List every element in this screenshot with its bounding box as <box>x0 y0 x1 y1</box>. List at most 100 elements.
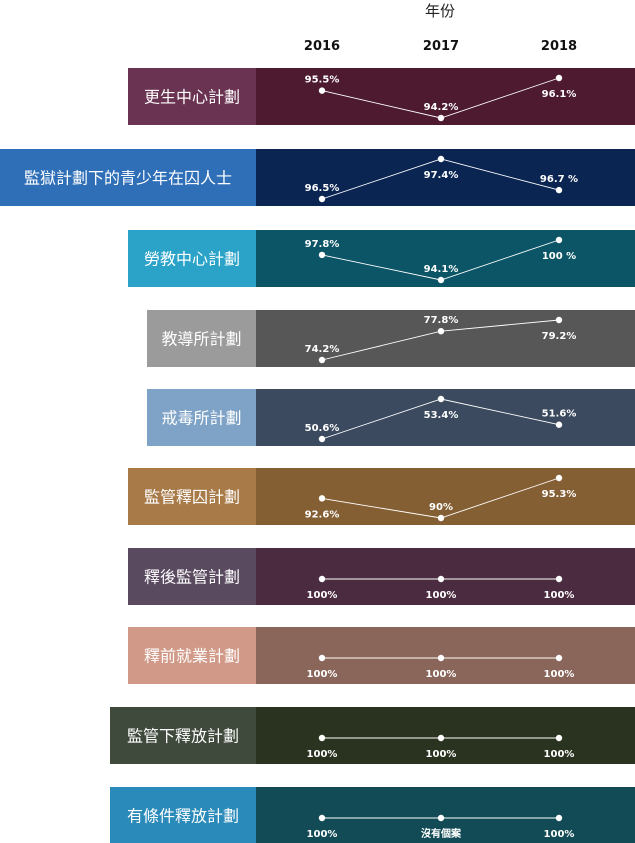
data-point <box>318 814 326 822</box>
data-point <box>437 114 445 122</box>
row-8: 監管下釋放計劃 100% 100% 100% <box>110 707 635 764</box>
data-label: 100% <box>426 749 457 760</box>
data-label: 94.2% <box>424 102 459 113</box>
data-point <box>555 421 563 428</box>
data-point <box>437 575 445 583</box>
data-point <box>555 814 563 822</box>
data-label: 50.6% <box>305 423 340 434</box>
data-label: 96.1% <box>542 89 577 100</box>
data-point <box>437 514 445 522</box>
data-point <box>318 87 326 94</box>
row-band <box>256 548 635 605</box>
row-band <box>256 68 635 125</box>
data-point <box>318 734 326 742</box>
row-label-block <box>0 149 256 206</box>
data-point <box>555 474 563 482</box>
row-label-block <box>110 787 256 843</box>
data-label: 51.6% <box>542 409 577 420</box>
year-label-2016: 2016 <box>304 39 340 54</box>
data-label: 100% <box>544 749 575 760</box>
row-label: 戒毒所計劃 <box>161 409 241 428</box>
data-label: 96.7 % <box>540 174 578 185</box>
data-label: 100% <box>426 590 457 601</box>
data-label: 90% <box>429 502 453 513</box>
data-point <box>555 236 563 244</box>
data-label: 100% <box>544 590 575 601</box>
data-point <box>437 814 445 822</box>
row-label: 釋後監管計劃 <box>144 568 240 587</box>
data-label: 100% <box>544 829 575 840</box>
row-band <box>256 389 635 446</box>
data-point <box>437 395 445 403</box>
row-band <box>256 310 635 367</box>
row-label: 監獄計劃下的青少年在囚人士 <box>24 169 232 188</box>
data-label: 97.4% <box>424 170 459 181</box>
data-label: 94.1% <box>424 264 459 275</box>
data-label: 100% <box>426 669 457 680</box>
data-label: 95.3% <box>542 489 577 500</box>
data-label: 100% <box>544 669 575 680</box>
row-band <box>256 627 635 684</box>
row-label-block <box>110 707 256 764</box>
row-label-block <box>128 230 256 287</box>
data-point <box>555 654 563 662</box>
data-point <box>555 734 563 742</box>
row-2: 勞教中心計劃 97.8% 94.1% 100 % <box>128 230 635 287</box>
row-label: 勞教中心計劃 <box>144 250 240 269</box>
data-point <box>318 356 326 364</box>
row-9: 有條件釋放計劃 100% 沒有個案 100% <box>110 787 635 843</box>
row-label: 更生中心計劃 <box>144 88 240 107</box>
row-7: 釋前就業計劃 100% 100% 100% <box>128 627 635 684</box>
data-label: 沒有個案 <box>421 827 462 840</box>
row-label-block <box>128 627 256 684</box>
row-3: 教導所計劃 74.2% 77.8% 79.2% <box>147 310 635 367</box>
data-label: 96.5% <box>305 183 340 194</box>
data-point <box>318 435 326 443</box>
row-label-block <box>128 468 256 525</box>
row-label-block <box>128 68 256 125</box>
data-label: 79.2% <box>542 331 577 342</box>
data-label: 92.6% <box>305 509 340 520</box>
row-label: 釋前就業計劃 <box>144 647 240 666</box>
data-point <box>318 495 326 502</box>
data-point <box>555 186 563 194</box>
row-6: 釋後監管計劃 100% 100% 100% <box>128 548 635 605</box>
data-label: 100% <box>307 749 338 760</box>
data-point <box>437 734 445 742</box>
data-point <box>437 155 445 163</box>
data-label: 100 % <box>542 251 576 262</box>
row-4: 戒毒所計劃 50.6% 53.4% 51.6% <box>147 389 635 446</box>
data-label: 95.5% <box>305 75 340 86</box>
data-label: 97.8% <box>305 239 340 250</box>
year-label-2018: 2018 <box>541 39 577 54</box>
data-point <box>318 575 326 583</box>
year-label-2017: 2017 <box>423 39 459 54</box>
data-point <box>555 74 563 82</box>
row-0: 更生中心計劃 95.5% 94.2% 96.1% <box>128 68 635 125</box>
row-band <box>256 230 635 287</box>
row-band <box>256 468 635 525</box>
row-label-block <box>147 310 256 367</box>
row-1: 監獄計劃下的青少年在囚人士 96.5% 97.4% 96.7 % <box>0 149 635 206</box>
data-label: 77.8% <box>424 315 459 326</box>
data-point <box>318 195 326 203</box>
data-point <box>437 654 445 662</box>
row-band <box>256 787 635 843</box>
row-label: 有條件釋放計劃 <box>127 807 239 826</box>
data-label: 100% <box>307 590 338 601</box>
data-point <box>318 251 326 259</box>
row-label: 監管下釋放計劃 <box>127 727 239 746</box>
data-point <box>555 316 563 324</box>
data-label: 100% <box>307 829 338 840</box>
row-label-block <box>128 548 256 605</box>
data-point <box>437 276 445 284</box>
data-label: 53.4% <box>424 410 459 421</box>
data-point <box>318 654 326 662</box>
chart-title: 年份 <box>425 2 455 20</box>
row-band <box>256 149 635 206</box>
data-point <box>437 328 445 335</box>
row-label-block <box>147 389 256 446</box>
row-label: 監管釋囚計劃 <box>144 488 240 507</box>
row-5: 監管釋囚計劃 92.6% 90% 95.3% <box>128 468 635 525</box>
